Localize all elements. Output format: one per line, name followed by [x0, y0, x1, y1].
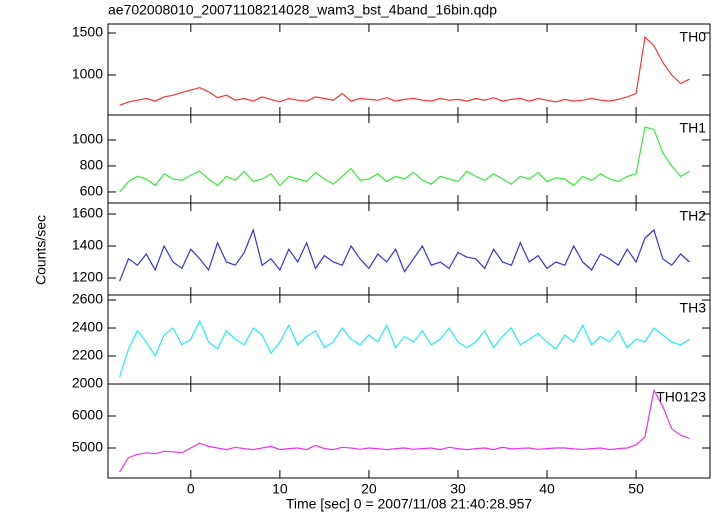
y-tick-label: 2000	[72, 375, 103, 391]
y-tick-label: 5000	[72, 439, 103, 455]
x-tick-label: 30	[450, 481, 466, 497]
x-tick-label: 10	[272, 481, 288, 497]
y-tick-label: 600	[80, 183, 104, 199]
x-axis-label: Time [sec] 0 = 2007/11/08 21:40:28.957	[286, 496, 533, 512]
panel-frame	[107, 202, 711, 296]
x-tick-label: 50	[628, 481, 644, 497]
x-tick-label: 0	[187, 481, 195, 497]
panel-frame	[107, 383, 711, 479]
y-tick-label: 1000	[72, 131, 103, 147]
y-tick-label: 6000	[72, 407, 103, 423]
y-tick-label: 1000	[72, 66, 103, 82]
panel-frame	[107, 23, 711, 116]
panel-label: TH0	[680, 29, 707, 45]
light-curve	[119, 228, 690, 282]
y-tick-label: 1600	[72, 205, 103, 221]
light-curve	[119, 35, 690, 106]
y-tick-label: 1200	[72, 269, 103, 285]
y-tick-label: 2200	[72, 347, 103, 363]
light-curve	[119, 388, 690, 473]
y-tick-label: 1400	[72, 237, 103, 253]
y-tick-label: 2600	[72, 291, 103, 307]
panel-label: TH0123	[656, 389, 706, 405]
y-tick-label: 1500	[72, 24, 103, 40]
panel-label: TH1	[680, 120, 707, 136]
y-axis-label: Counts/sec	[33, 215, 49, 285]
x-tick-label: 20	[361, 481, 377, 497]
x-tick-label: 40	[539, 481, 555, 497]
light-curve	[119, 126, 690, 193]
panel-label: TH3	[680, 300, 707, 316]
chart-title: ae702008010_20071108214028_wam3_bst_4ban…	[108, 2, 497, 18]
panel-label: TH2	[680, 208, 707, 224]
panel-frame	[107, 114, 711, 204]
y-tick-label: 2400	[72, 319, 103, 335]
y-tick-label: 800	[80, 157, 104, 173]
light-curve	[119, 319, 690, 378]
